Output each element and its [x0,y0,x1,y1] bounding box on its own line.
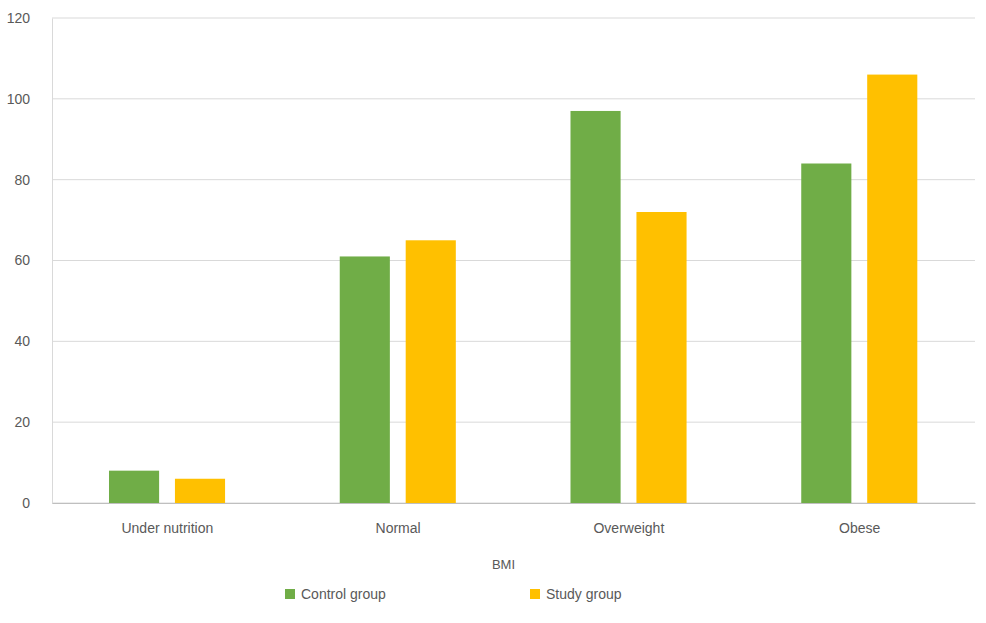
y-tick-label: 20 [14,414,30,430]
grid-line [52,18,975,19]
y-axis-line [52,19,53,504]
plot: 0 20 40 60 80 100 120 Under nutrition Normal Over… [7,10,976,536]
y-tick-label: 0 [22,495,30,511]
bar [801,164,851,504]
y-tick-label: 120 [7,10,31,26]
legend-item: Control group [285,586,386,602]
bar [867,75,917,503]
x-tick-label: Normal [376,520,421,536]
x-axis-title: BMI [492,557,515,572]
y-axis: 0 20 40 60 80 100 120 [7,10,53,511]
legend-label: Study group [546,586,622,602]
y-tick-label: 40 [14,333,30,349]
x-axis-line [53,503,976,504]
x-tick: Under nutrition [121,503,213,536]
y-tick-label: 80 [14,172,30,188]
x-tick: Obese [839,503,880,536]
x-tick-label: Obese [839,520,880,536]
bars [109,75,917,503]
x-axis: Under nutrition Normal Overweight Obese [53,503,976,536]
grid-line [52,98,975,99]
x-tick: Normal [376,503,421,536]
chart: 0 20 40 60 80 100 120 Under nutrition Normal Over… [0,0,986,623]
y-tick: 100 [7,91,52,107]
x-tick-label: Under nutrition [121,520,213,536]
legend-item: Study group [530,586,622,602]
bar [175,479,225,503]
y-tick: 0 [22,495,52,511]
y-tick: 60 [14,252,52,268]
grid [52,18,975,503]
bar [340,256,390,503]
y-tick: 40 [14,333,52,349]
legend: Control group Study group [285,586,622,602]
y-tick-label: 100 [7,91,31,107]
x-tick-label: Overweight [593,520,664,536]
legend-label: Control group [301,586,386,602]
x-tick: Overweight [593,503,664,536]
legend-swatch [530,589,540,599]
bar [109,471,159,503]
bar-series [175,75,917,503]
y-tick: 120 [7,10,52,26]
bar [570,111,620,503]
bar [406,240,456,503]
legend-swatch [285,589,295,599]
bar [636,212,686,503]
y-tick-label: 60 [14,252,30,268]
y-tick: 20 [14,414,52,430]
bar-series [109,111,851,503]
y-tick: 80 [14,172,52,188]
